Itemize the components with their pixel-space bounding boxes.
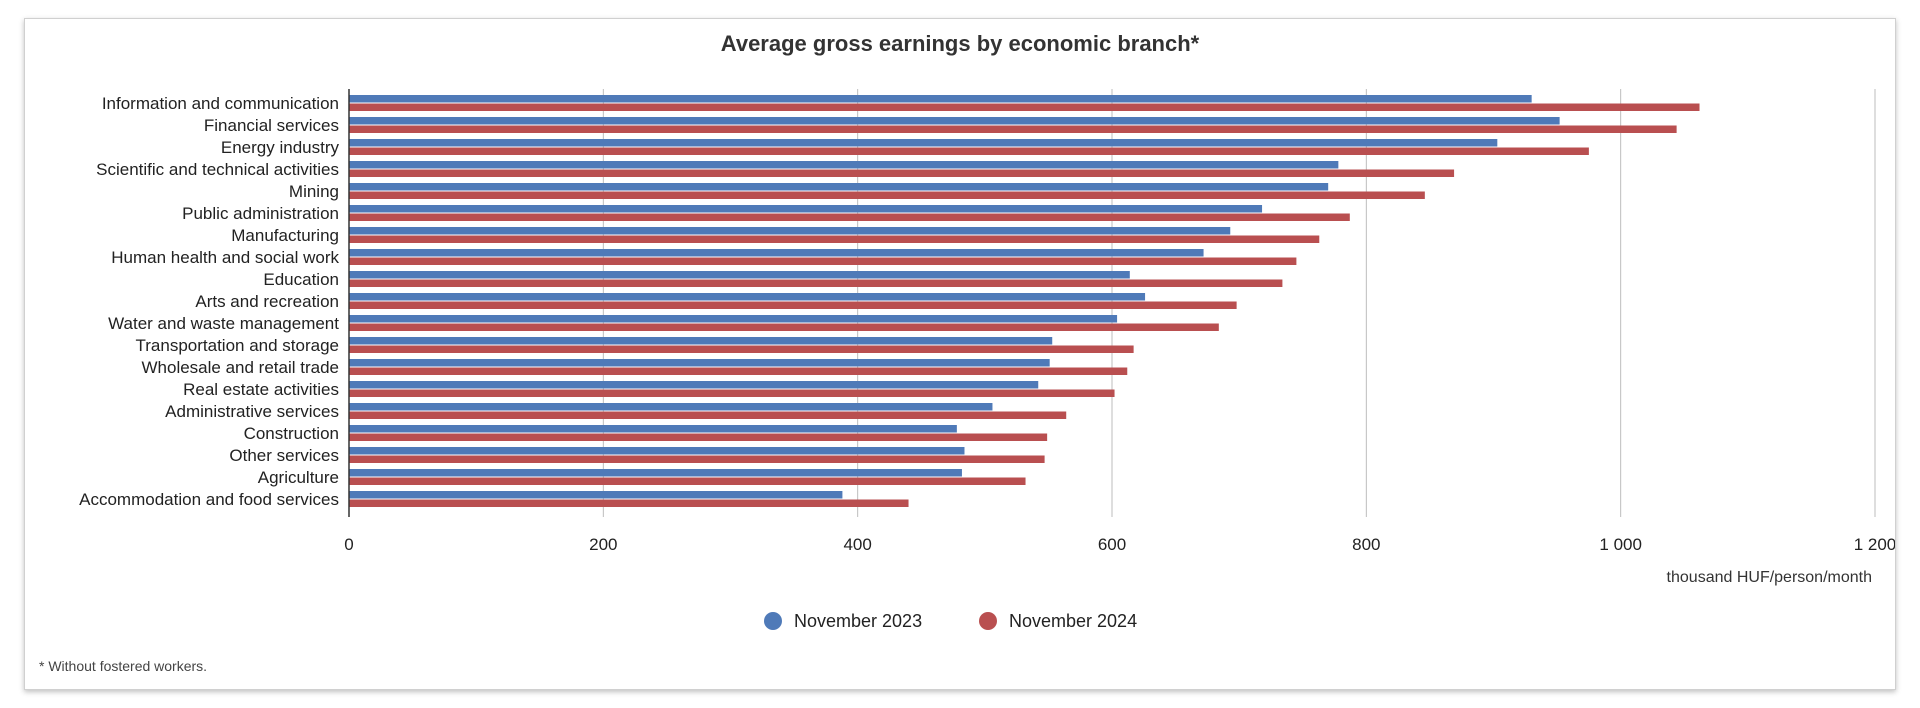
category-label: Arts and recreation xyxy=(195,292,339,311)
chart-title: Average gross earnings by economic branc… xyxy=(721,31,1200,56)
legend-label[interactable]: November 2024 xyxy=(1009,611,1137,631)
bar-nov-2024[interactable] xyxy=(349,279,1283,288)
x-tick-label: 800 xyxy=(1352,535,1380,554)
category-label: Agriculture xyxy=(258,468,339,487)
category-label: Mining xyxy=(289,182,339,201)
legend-label[interactable]: November 2023 xyxy=(794,611,922,631)
bar-nov-2023[interactable] xyxy=(349,205,1263,213)
legend-marker[interactable] xyxy=(764,612,782,630)
bar-nov-2024[interactable] xyxy=(349,213,1350,222)
category-label: Real estate activities xyxy=(183,380,339,399)
category-label: Other services xyxy=(229,446,339,465)
category-label: Transportation and storage xyxy=(136,336,340,355)
category-label: Education xyxy=(263,270,339,289)
bar-nov-2023[interactable] xyxy=(349,359,1050,367)
x-tick-label: 400 xyxy=(843,535,871,554)
bar-nov-2023[interactable] xyxy=(349,425,957,433)
category-label: Water and waste management xyxy=(108,314,339,333)
category-label: Human health and social work xyxy=(111,248,339,267)
bar-nov-2024[interactable] xyxy=(349,455,1045,464)
bar-nov-2024[interactable] xyxy=(349,301,1237,310)
bar-nov-2023[interactable] xyxy=(349,469,962,477)
x-tick-label: 1 200 xyxy=(1854,535,1895,554)
bar-nov-2023[interactable] xyxy=(349,161,1339,169)
category-label: Energy industry xyxy=(221,138,340,157)
bar-nov-2023[interactable] xyxy=(349,249,1204,257)
bar-nov-2023[interactable] xyxy=(349,315,1118,323)
bar-nov-2023[interactable] xyxy=(349,183,1329,191)
category-label: Financial services xyxy=(204,116,339,135)
bar-nov-2024[interactable] xyxy=(349,367,1128,376)
x-tick-label: 1 000 xyxy=(1599,535,1642,554)
category-label: Administrative services xyxy=(165,402,339,421)
bar-nov-2023[interactable] xyxy=(349,293,1146,301)
bar-nov-2023[interactable] xyxy=(349,403,993,411)
bar-nov-2023[interactable] xyxy=(349,271,1130,279)
bar-nov-2023[interactable] xyxy=(349,491,843,499)
bar-nov-2023[interactable] xyxy=(349,139,1498,147)
bar-nov-2024[interactable] xyxy=(349,389,1115,398)
bar-nov-2023[interactable] xyxy=(349,337,1053,345)
chart: Average gross earnings by economic branc… xyxy=(39,31,1895,674)
category-labels: Information and communication Financial s… xyxy=(79,94,339,509)
bar-nov-2023[interactable] xyxy=(349,381,1039,389)
bar-nov-2024[interactable] xyxy=(349,103,1700,112)
x-tick-label: 200 xyxy=(589,535,617,554)
bar-nov-2024[interactable] xyxy=(349,345,1134,354)
x-tick-label: 600 xyxy=(1098,535,1126,554)
bar-nov-2023[interactable] xyxy=(349,117,1560,125)
category-label: Public administration xyxy=(182,204,339,223)
category-label: Construction xyxy=(244,424,339,443)
bar-nov-2024[interactable] xyxy=(349,125,1677,134)
bar-nov-2024[interactable] xyxy=(349,477,1026,486)
x-axis-title: thousand HUF/person/month xyxy=(1667,569,1872,586)
bar-nov-2024[interactable] xyxy=(349,411,1067,420)
category-label: Information and communication xyxy=(102,94,339,113)
x-tick-labels: 0 200 400 600 800 1 000 1 200 xyxy=(344,535,1895,554)
category-label: Scientific and technical activities xyxy=(96,160,339,179)
bar-nov-2024[interactable] xyxy=(349,323,1219,332)
bar-nov-2024[interactable] xyxy=(349,147,1589,156)
bar-nov-2023[interactable] xyxy=(349,447,965,455)
bar-nov-2024[interactable] xyxy=(349,235,1320,244)
bar-nov-2024[interactable] xyxy=(349,191,1425,200)
bar-nov-2024[interactable] xyxy=(349,257,1297,266)
bar-nov-2024[interactable] xyxy=(349,169,1455,178)
bar-nov-2024[interactable] xyxy=(349,499,909,508)
category-label: Manufacturing xyxy=(231,226,339,245)
bar-nov-2023[interactable] xyxy=(349,95,1532,103)
category-label: Wholesale and retail trade xyxy=(141,358,339,377)
legend: November 2023 November 2024 xyxy=(764,611,1137,631)
legend-marker[interactable] xyxy=(979,612,997,630)
bar-nov-2024[interactable] xyxy=(349,433,1048,442)
x-tick-label: 0 xyxy=(344,535,353,554)
category-label: Accommodation and food services xyxy=(79,490,339,509)
bars xyxy=(349,95,1700,507)
chart-card: Average gross earnings by economic branc… xyxy=(24,18,1896,690)
footnote: * Without fostered workers. xyxy=(39,658,207,674)
bar-nov-2023[interactable] xyxy=(349,227,1231,235)
